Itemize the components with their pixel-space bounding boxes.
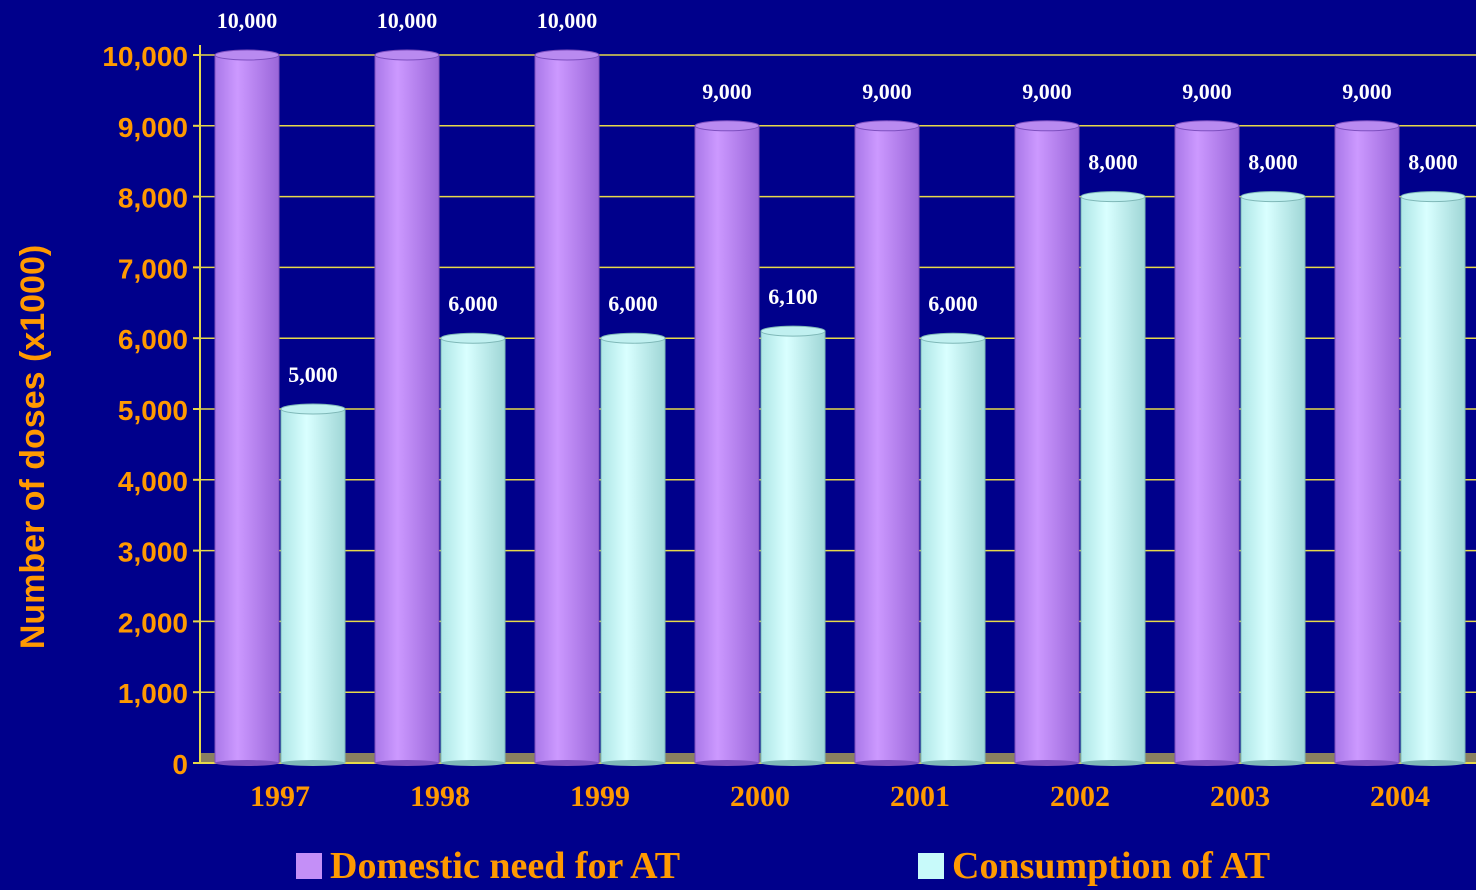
x-tick-label: 1998 bbox=[410, 780, 470, 813]
bar-base bbox=[1175, 760, 1239, 766]
bar-cap bbox=[1400, 191, 1466, 203]
bar-consumption bbox=[280, 408, 346, 764]
bar-cap bbox=[214, 49, 280, 61]
x-tick-label: 2003 bbox=[1210, 780, 1270, 813]
x-axis-ticks: 1997 1998 1999 2000 2001 2002 2003 2004 bbox=[250, 780, 1430, 813]
bar-base bbox=[601, 760, 665, 766]
data-label: 6,000 bbox=[928, 291, 978, 316]
bar-base bbox=[215, 760, 279, 766]
y-tick-label: 10,000 bbox=[102, 41, 188, 72]
bar-cap bbox=[440, 332, 506, 344]
plot-floor bbox=[200, 753, 1476, 763]
bar-domestic-need bbox=[534, 54, 600, 764]
bar-consumption bbox=[440, 337, 506, 764]
bar-base bbox=[375, 760, 439, 766]
bar-cap bbox=[920, 332, 986, 344]
data-label: 10,000 bbox=[217, 8, 278, 33]
data-label: 6,100 bbox=[768, 284, 818, 309]
data-label: 6,000 bbox=[608, 291, 658, 316]
bar-base bbox=[1401, 760, 1465, 766]
bar-base bbox=[855, 760, 919, 766]
bar-base bbox=[695, 760, 759, 766]
data-label: 9,000 bbox=[1182, 79, 1232, 104]
y-tick-label: 3,000 bbox=[118, 537, 188, 568]
bar-domestic-need bbox=[694, 125, 760, 764]
y-tick-label: 4,000 bbox=[118, 466, 188, 497]
data-label: 6,000 bbox=[448, 291, 498, 316]
y-tick-label: 9,000 bbox=[118, 112, 188, 143]
bar-cap bbox=[1174, 120, 1240, 132]
legend-swatch-consumption bbox=[918, 853, 944, 879]
legend-label-consumption: Consumption of AT bbox=[952, 845, 1271, 887]
y-tick-label: 2,000 bbox=[118, 607, 188, 638]
x-tick-label: 1997 bbox=[250, 780, 310, 813]
bar-domestic-need bbox=[1014, 125, 1080, 764]
bar-cap bbox=[1240, 191, 1306, 203]
bar-cap bbox=[1014, 120, 1080, 132]
y-tick-label: 0 bbox=[172, 749, 188, 780]
data-label: 10,000 bbox=[537, 8, 598, 33]
bar-cap bbox=[1080, 191, 1146, 203]
bar-base bbox=[1015, 760, 1079, 766]
bar-cap bbox=[854, 120, 920, 132]
data-label: 9,000 bbox=[862, 79, 912, 104]
bar-cap bbox=[760, 325, 826, 337]
bar-cap bbox=[694, 120, 760, 132]
bar-base bbox=[1081, 760, 1145, 766]
data-label: 9,000 bbox=[702, 79, 752, 104]
bar-cap bbox=[280, 403, 346, 415]
bar-domestic-need bbox=[374, 54, 440, 764]
x-tick-label: 2000 bbox=[730, 780, 790, 813]
x-tick-label: 1999 bbox=[570, 780, 630, 813]
data-labels: 10,000 5,000 10,000 6,000 10,000 6,000 9,000 6,… bbox=[217, 8, 1458, 387]
bars bbox=[214, 49, 1466, 766]
y-tick-label: 7,000 bbox=[118, 253, 188, 284]
bar-domestic-need bbox=[1334, 125, 1400, 764]
legend-item-consumption: Consumption of AT bbox=[918, 842, 1270, 890]
y-tick-label: 8,000 bbox=[118, 183, 188, 214]
bar-domestic-need bbox=[214, 54, 280, 764]
legend-item-domestic-need: Domestic need for AT bbox=[296, 842, 680, 890]
bar-consumption bbox=[1080, 196, 1146, 764]
y-tick-label: 5,000 bbox=[118, 395, 188, 426]
y-axis-label: Number of doses (x1000) bbox=[14, 245, 52, 649]
bar-base bbox=[281, 760, 345, 766]
bar-base bbox=[535, 760, 599, 766]
bar-base bbox=[441, 760, 505, 766]
bar-consumption bbox=[1240, 196, 1306, 764]
bar-base bbox=[1335, 760, 1399, 766]
legend-label-domestic-need: Domestic need for AT bbox=[330, 845, 681, 887]
bar-consumption bbox=[1400, 196, 1466, 764]
y-tick-label: 6,000 bbox=[118, 324, 188, 355]
bar-consumption bbox=[600, 337, 666, 764]
bar-base bbox=[1241, 760, 1305, 766]
x-tick-label: 2004 bbox=[1370, 780, 1430, 813]
data-label: 5,000 bbox=[288, 362, 338, 387]
bar-cap bbox=[600, 332, 666, 344]
data-label: 8,000 bbox=[1248, 150, 1298, 175]
bar-consumption bbox=[760, 330, 826, 764]
x-tick-label: 2002 bbox=[1050, 780, 1110, 813]
bar-consumption bbox=[920, 337, 986, 764]
bar-domestic-need bbox=[1174, 125, 1240, 764]
bar-base bbox=[761, 760, 825, 766]
data-label: 9,000 bbox=[1022, 79, 1072, 104]
y-axis: 0 1,000 2,000 3,000 4,000 5,000 6,000 7,000 8,00… bbox=[102, 41, 201, 780]
data-label: 8,000 bbox=[1088, 150, 1138, 175]
data-label: 8,000 bbox=[1408, 150, 1458, 175]
bar-cap bbox=[534, 49, 600, 61]
x-tick-label: 2001 bbox=[890, 780, 950, 813]
bar-cap bbox=[1334, 120, 1400, 132]
bar-cap bbox=[374, 49, 440, 61]
bar-base bbox=[921, 760, 985, 766]
data-label: 9,000 bbox=[1342, 79, 1392, 104]
bar-domestic-need bbox=[854, 125, 920, 764]
y-tick-label: 1,000 bbox=[118, 678, 188, 709]
data-label: 10,000 bbox=[377, 8, 438, 33]
legend-swatch-domestic-need bbox=[296, 853, 322, 879]
